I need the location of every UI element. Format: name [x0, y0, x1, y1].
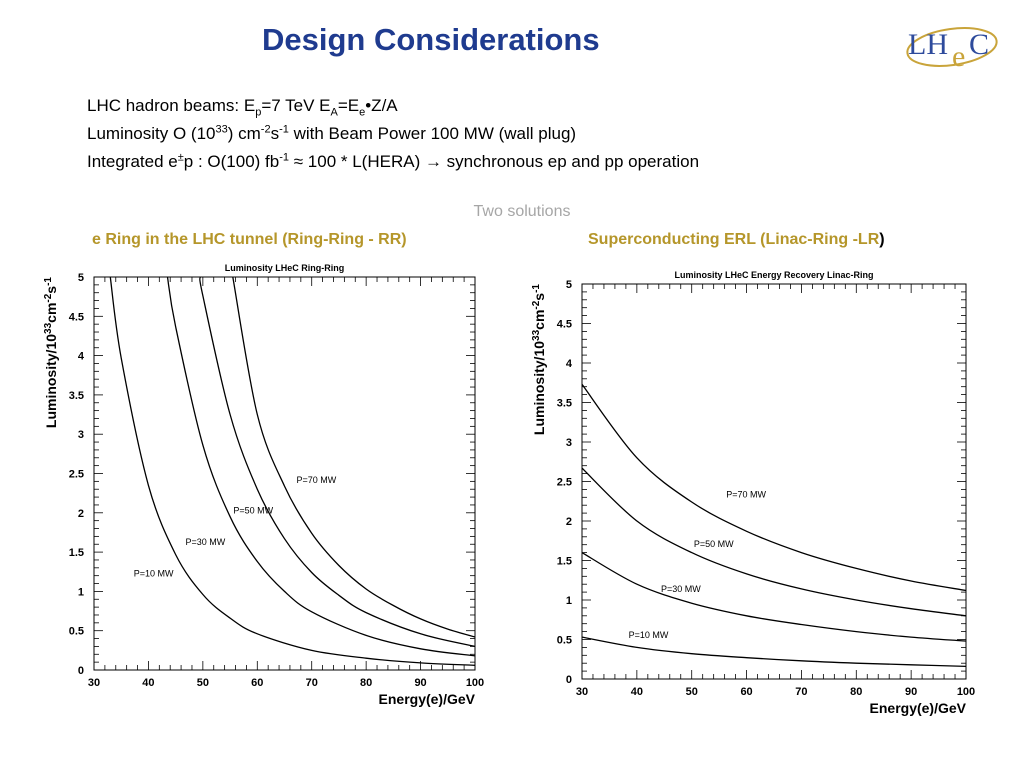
- y-tick-label: 0: [78, 665, 84, 677]
- x-tick-label: 80: [850, 686, 862, 698]
- x-tick-label: 30: [576, 686, 588, 698]
- x-tick-label: 40: [142, 677, 154, 689]
- right-arrow-icon: →: [424, 152, 442, 171]
- series-label-1: P=10 MW: [134, 568, 174, 578]
- series-line-3: [199, 277, 475, 648]
- y-tick-label: 3: [566, 437, 572, 449]
- luminosity-line: Luminosity O (1033) cm-2s-1 with Beam Po…: [87, 123, 577, 143]
- x-tick-label: 90: [905, 686, 917, 698]
- y-tick-label: 4: [566, 358, 573, 370]
- x-tick-label: 80: [360, 677, 372, 689]
- lhec-logo: LH e C: [904, 16, 1000, 73]
- y-tick-label: 0.5: [557, 635, 572, 647]
- y-tick-label: 2: [566, 516, 572, 528]
- slide-title: Design Considerations: [262, 22, 600, 57]
- plot-frame: [581, 283, 967, 680]
- series-label-3: P=50 MW: [233, 506, 273, 516]
- y-tick-label: 4: [78, 351, 85, 363]
- series-label-3: P=50 MW: [694, 539, 734, 549]
- y-tick-label: 2: [78, 508, 84, 520]
- x-tick-label: 100: [466, 677, 484, 689]
- plot-frame: [93, 276, 476, 671]
- two-solutions-label: Two solutions: [473, 203, 571, 220]
- x-tick-label: 50: [197, 677, 209, 689]
- y-tick-label: 1.5: [69, 547, 84, 559]
- ring-ring-subtitle: e Ring in the LHC tunnel (Ring-Ring - RR…: [92, 231, 407, 248]
- hadron-beams-line: LHC hadron beams: Ep=7 TeV EA=Ee•Z/A: [87, 96, 398, 119]
- series-line-3: [582, 467, 966, 617]
- y-tick-label: 4.5: [557, 319, 572, 331]
- linac-ring-luminosity-chart: Luminosity LHeC Energy Recovery Linac-Ri…: [531, 270, 976, 716]
- x-tick-label: 100: [957, 686, 975, 698]
- y-axis-label: Luminosity/1033cm-2s-1: [43, 277, 60, 429]
- x-tick-label: 60: [251, 677, 263, 689]
- y-tick-label: 0: [566, 674, 572, 686]
- y-tick-label: 1: [78, 586, 84, 598]
- y-tick-label: 3.5: [69, 390, 84, 402]
- x-axis-label: Energy(e)/GeV: [379, 691, 476, 707]
- x-tick-label: 60: [740, 686, 752, 698]
- series-line-4: [582, 383, 966, 592]
- y-tick-label: 3.5: [557, 398, 572, 410]
- series-label-1: P=10 MW: [629, 630, 669, 640]
- series-line-1: [582, 636, 966, 668]
- chart-title: Luminosity LHeC Energy Recovery Linac-Ri…: [674, 270, 873, 280]
- svg-text:C: C: [969, 28, 989, 61]
- y-tick-label: 0.5: [69, 626, 84, 638]
- y-tick-label: 2.5: [557, 477, 572, 489]
- series-label-2: P=30 MW: [661, 584, 701, 594]
- x-tick-label: 70: [306, 677, 318, 689]
- x-tick-label: 50: [686, 686, 698, 698]
- series-label-4: P=70 MW: [296, 475, 336, 485]
- y-tick-label: 3: [78, 429, 84, 441]
- x-tick-label: 30: [88, 677, 100, 689]
- svg-text:LH: LH: [908, 28, 948, 61]
- x-axis-label: Energy(e)/GeV: [870, 700, 967, 716]
- integrated-luminosity-line: Integrated e±p : O(100) fb-1 ≈ 100 * L(H…: [87, 151, 700, 171]
- y-tick-label: 5: [78, 272, 84, 284]
- linac-ring-subtitle: Superconducting ERL (Linac-Ring -LR): [588, 231, 885, 248]
- series-label-2: P=30 MW: [185, 537, 225, 547]
- y-tick-label: 1.5: [557, 556, 572, 568]
- x-tick-label: 90: [414, 677, 426, 689]
- x-tick-label: 70: [795, 686, 807, 698]
- y-tick-label: 5: [566, 279, 572, 291]
- chart-title: Luminosity LHeC Ring-Ring: [225, 263, 345, 273]
- series-line-2: [582, 552, 966, 642]
- x-tick-label: 40: [631, 686, 643, 698]
- y-tick-label: 4.5: [69, 311, 84, 323]
- y-axis-label: Luminosity/1033cm-2s-1: [531, 284, 548, 436]
- series-line-1: [109, 277, 475, 666]
- y-tick-label: 2.5: [69, 469, 84, 481]
- y-tick-label: 1: [566, 595, 572, 607]
- series-line-2: [166, 277, 475, 657]
- key-parameters: LHC hadron beams: Ep=7 TeV EA=Ee•Z/A Lum…: [87, 92, 699, 176]
- series-label-4: P=70 MW: [726, 489, 766, 499]
- series-line-4: [232, 277, 475, 638]
- svg-text:e: e: [952, 40, 965, 72]
